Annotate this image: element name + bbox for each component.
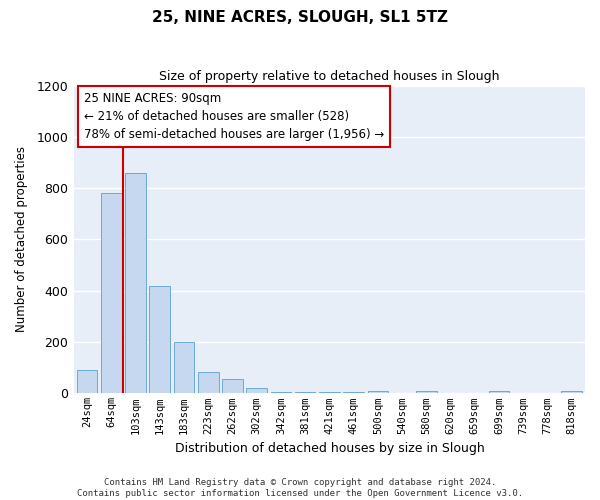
Bar	[174, 342, 194, 394]
Bar	[295, 392, 316, 394]
Text: 25 NINE ACRES: 90sqm
← 21% of detached houses are smaller (528)
78% of semi-deta: 25 NINE ACRES: 90sqm ← 21% of detached h…	[84, 92, 384, 140]
Bar	[149, 286, 170, 394]
Text: Contains HM Land Registry data © Crown copyright and database right 2024.
Contai: Contains HM Land Registry data © Crown c…	[77, 478, 523, 498]
Bar	[562, 391, 582, 394]
Bar	[368, 391, 388, 394]
Bar	[222, 380, 243, 394]
Bar	[125, 173, 146, 394]
Bar	[319, 392, 340, 394]
Bar	[343, 392, 364, 394]
X-axis label: Distribution of detached houses by size in Slough: Distribution of detached houses by size …	[175, 442, 484, 455]
Bar	[101, 194, 122, 394]
Title: Size of property relative to detached houses in Slough: Size of property relative to detached ho…	[159, 70, 500, 83]
Bar	[416, 391, 437, 394]
Bar	[488, 391, 509, 394]
Text: 25, NINE ACRES, SLOUGH, SL1 5TZ: 25, NINE ACRES, SLOUGH, SL1 5TZ	[152, 10, 448, 25]
Bar	[247, 388, 267, 394]
Bar	[271, 392, 291, 394]
Bar	[77, 370, 97, 394]
Bar	[198, 372, 218, 394]
Y-axis label: Number of detached properties: Number of detached properties	[15, 146, 28, 332]
